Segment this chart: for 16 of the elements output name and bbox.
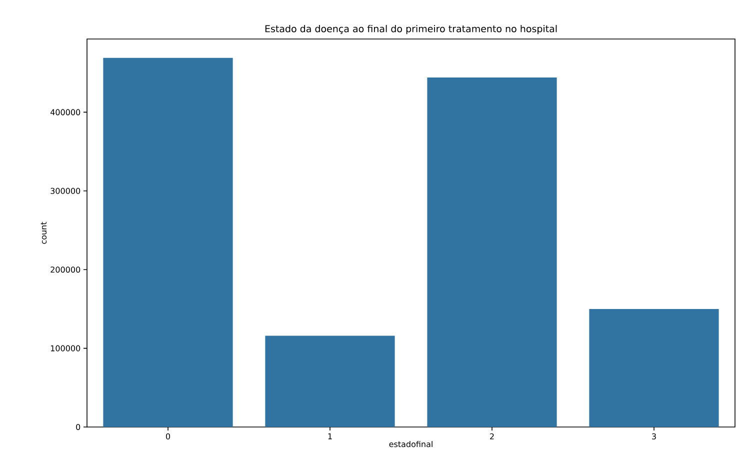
x-tick-label: 0 — [166, 433, 170, 440]
y-tick-label: 300000 — [50, 188, 80, 194]
x-axis-title: estadofinal — [389, 440, 432, 448]
bar — [427, 78, 557, 427]
x-tick-label: 2 — [490, 433, 494, 440]
x-tick-label: 1 — [328, 433, 332, 440]
y-tick-label: 400000 — [50, 109, 80, 116]
bar — [589, 308, 719, 427]
x-tick-label: 3 — [652, 433, 656, 440]
y-tick-label: 100000 — [50, 345, 80, 352]
bar — [265, 336, 395, 427]
chart-title: Estado da doença ao final do primeiro tratamento no hospital — [265, 24, 557, 34]
y-axis-title: count — [40, 222, 47, 244]
y-tick-label: 0 — [76, 424, 80, 430]
y-tick-label: 200000 — [50, 266, 80, 273]
bar — [103, 58, 233, 427]
